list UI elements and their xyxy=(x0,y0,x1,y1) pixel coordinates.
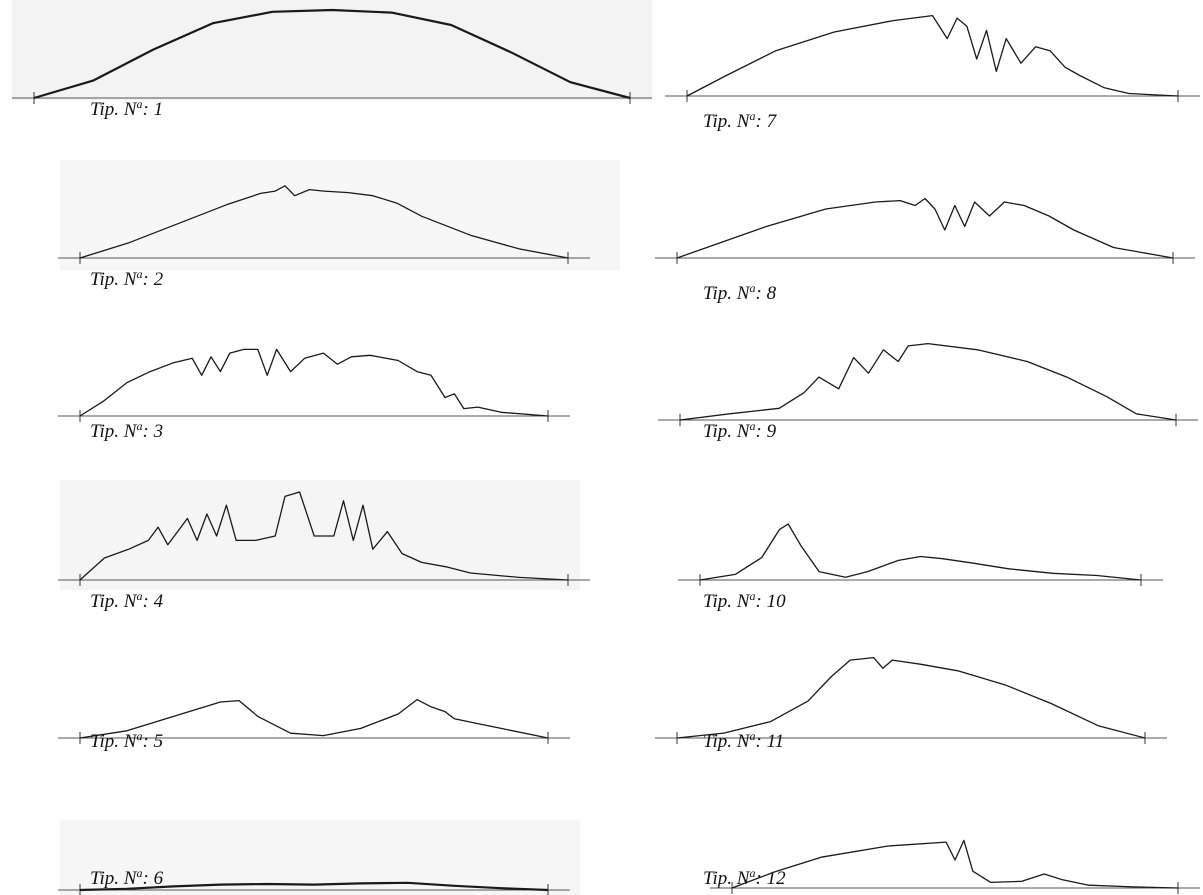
spectral-curve xyxy=(699,523,1142,581)
caption-tip-11: Tip. Na: 11 xyxy=(703,729,785,752)
scan-texture-2 xyxy=(60,160,620,270)
panel-tip-1 xyxy=(12,8,652,104)
curve-tip-5 xyxy=(58,698,570,744)
curve-tip-10 xyxy=(678,523,1163,586)
spectral-curve xyxy=(79,185,569,259)
panel-tip-12 xyxy=(710,830,1200,894)
scan-texture-3 xyxy=(60,480,580,590)
curve-tip-8 xyxy=(655,197,1195,264)
panel-tip-2 xyxy=(58,180,590,264)
curve-tip-7 xyxy=(665,14,1200,102)
panel-tip-5 xyxy=(58,688,570,744)
spectral-curve xyxy=(33,8,631,100)
curve-tip-2 xyxy=(58,185,590,264)
panel-tip-6 xyxy=(58,876,570,895)
scan-texture-4 xyxy=(60,820,580,895)
spectral-curve xyxy=(731,839,1179,889)
curve-tip-6 xyxy=(58,881,570,895)
spectral-curve xyxy=(676,197,1174,259)
spectral-curve xyxy=(679,342,1177,421)
panel-tip-10 xyxy=(678,522,1163,586)
spectral-curve xyxy=(686,14,1179,97)
caption-tip-1: Tip. Na: 1 xyxy=(90,97,164,120)
caption-tip-2: Tip. Na: 2 xyxy=(90,267,164,290)
panel-tip-3 xyxy=(58,340,570,422)
curve-tip-4 xyxy=(58,491,590,586)
panel-tip-11 xyxy=(655,654,1167,744)
panel-tip-8 xyxy=(655,186,1195,264)
scan-texture-1 xyxy=(12,0,652,100)
caption-tip-10: Tip. Na: 10 xyxy=(703,589,786,612)
panel-tip-7 xyxy=(665,12,1200,102)
spectral-curve xyxy=(676,656,1146,739)
caption-tip-4: Tip. Na: 4 xyxy=(90,589,164,612)
caption-tip-3: Tip. Na: 3 xyxy=(90,419,164,442)
curve-tip-12 xyxy=(710,839,1200,894)
caption-tip-7: Tip. Na: 7 xyxy=(703,109,777,132)
panel-tip-9 xyxy=(658,340,1198,426)
spectral-curve xyxy=(79,698,549,739)
spectral-curve xyxy=(79,491,569,581)
spectral-curve xyxy=(79,348,549,417)
caption-tip-8: Tip. Na: 8 xyxy=(703,281,777,304)
curve-tip-3 xyxy=(58,348,570,422)
spectral-curve xyxy=(79,881,549,892)
curve-tip-1 xyxy=(12,8,652,104)
caption-tip-5: Tip. Na: 5 xyxy=(90,729,164,752)
curve-tip-9 xyxy=(658,342,1198,426)
caption-tip-9: Tip. Na: 9 xyxy=(703,419,777,442)
panel-tip-4 xyxy=(58,490,590,586)
curve-tip-11 xyxy=(655,656,1167,744)
caption-tip-6: Tip. Na: 6 xyxy=(90,866,164,889)
